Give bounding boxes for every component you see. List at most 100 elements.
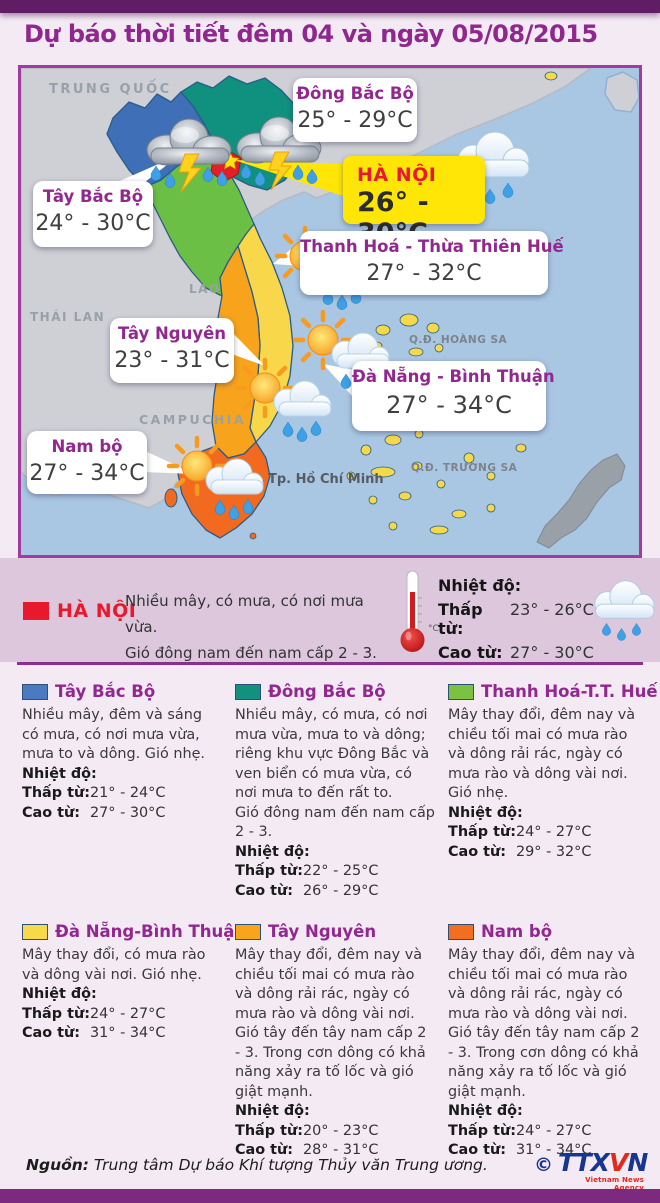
low-label: Thấp từ: [22,785,90,801]
region-description: Gió đông nam đến nam cấp 2 - 3. [235,804,435,841]
high-value: 27° - 30°C [90,804,166,821]
region-card-tay-nguyen: Tây Nguyên Mây thay đổi, đêm nay và chiề… [235,922,435,1161]
low-value: 20° - 23°C [303,1122,379,1139]
top-bar [0,0,660,13]
callout-tay-nguyen: Tây Nguyên 23° - 31°C [110,318,234,383]
callout-title: HÀ NỘI [357,164,437,186]
thermometer-icon [400,570,425,652]
temp-label: Nhiệt độ: [22,986,97,1002]
map-islands-truong-sa [346,429,527,535]
map-islet [544,71,558,81]
high-label: Cao từ: [22,1025,81,1041]
hanoi-desc-line: Gió đông nam đến nam cấp 2 - 3. [125,644,377,662]
low-label: Thấp từ: [235,863,303,879]
callout-dong-bac-bo: Đông Bắc Bộ 25° - 29°C [293,78,417,142]
region-description: Mây thay đổi, đêm nay và chiều tối mai c… [448,707,636,801]
region-card-da-nang-binh-thuan: Đà Nẵng-Bình Thuận Mây thay đổi, có mưa … [22,922,246,1044]
label-china: TRUNG QUỐC [49,82,172,97]
map-island-phu-quoc [164,488,178,508]
high-value: 27° - 30°C [510,643,594,662]
region-card-nam-bo: Nam bộ Mây thay đổi, đêm nay và chiều tố… [448,922,648,1161]
low-label: Thấp từ: [448,1122,516,1139]
region-color-swatch [22,683,48,700]
region-description: Nhiều mây, đêm và sáng có mưa, có nơi mư… [22,707,206,762]
high-value: 29° - 32°C [516,843,592,860]
region-description: Nhiều mây, có mưa, có nơi mưa vừa, mưa t… [235,707,430,801]
callout-da-nang: Đà Nẵng - Bình Thuận 27° - 34°C [352,361,555,431]
hanoi-summary-band: HÀ NỘI Nhiều mây, có mưa, có nơi mưa vừa… [0,558,660,662]
high-label: Cao từ: [448,1142,507,1158]
logo-ttx: TTX [558,1148,610,1177]
region-card-dong-bac-bo: Đông Bắc Bộ Nhiều mây, có mưa, có nơi mư… [235,682,435,901]
callout-title: Đông Bắc Bộ [296,84,414,103]
low-label: Thấp từ: [438,600,483,638]
source-text: Trung tâm Dự báo Khí tượng Thủy văn Trun… [93,1156,488,1174]
low-label: Thấp từ: [235,1122,303,1139]
map-island-palawan [536,453,626,549]
low-value: 23° - 26°C [510,600,594,619]
callout-temp: 25° - 29°C [297,107,413,133]
low-value: 21° - 24°C [90,785,166,801]
page-title: Dự báo thời tiết đêm 04 và ngày 05/08/20… [24,20,598,48]
label-thailand: THÁI LAN [30,310,106,324]
callout-temp: 27° - 32°C [366,260,482,286]
logo-v: V [608,1148,628,1177]
temp-label: Nhiệt độ: [235,1103,310,1119]
label-truong-sa: Q.Đ. TRƯỜNG SA [411,462,518,474]
low-value: 24° - 27°C [516,1122,592,1139]
temp-label: Nhiệt độ: [235,843,310,860]
region-description: Gió tây đến tây nam cấp 2 - 3. Trong cơn… [448,1025,640,1100]
temp-label: Nhiệt độ: [448,1103,523,1119]
high-label: Cao từ: [235,882,294,899]
map-island-con-dao [249,532,257,540]
label-hcmc: Tp. Hồ Chí Minh [268,472,384,487]
logo-subtitle: Vietnam News Agency [585,1176,644,1192]
region-title: Tây Nguyên [268,922,377,941]
callout-temp: 27° - 34°C [386,390,512,419]
source-credit: Nguồn: Trung tâm Dự báo Khí tượng Thủy v… [26,1156,488,1174]
callout-temp: 23° - 31°C [114,347,230,373]
logo-text: TTXVN [558,1148,648,1177]
region-description: Gió tây đến tây nam cấp 2 - 3. Trong cơn… [235,1025,427,1100]
region-title: Tây Bắc Bộ [55,682,156,701]
region-title: Nam bộ [481,922,553,941]
region-card-thanh-hoa-hue: Thanh Hoá-T.T. Huế Mây thay đổi, đêm nay… [448,682,658,862]
callout-title: Nam bộ [51,437,123,456]
hanoi-summary-title: HÀ NỘI [57,600,137,622]
logo-n: N [627,1148,648,1177]
region-color-swatch [235,923,261,940]
source-label: Nguồn: [26,1156,89,1174]
forecast-map: TRUNG QUỐC THÁI LAN LÀO CAMPUCHIA Q.Đ. H… [18,65,642,558]
thermometer-unit: °C [428,624,439,634]
region-color-swatch [22,923,48,940]
low-value: 22° - 25°C [303,863,379,879]
hanoi-desc-line: Nhiều mây, có mưa, có nơi mưa vừa. [125,592,364,636]
low-value: 24° - 27°C [516,824,592,840]
label-laos: LÀO [189,282,221,296]
low-value: 24° - 27°C [90,1005,166,1022]
temp-label: Nhiệt độ: [448,804,523,821]
separator-line [17,662,643,665]
high-label: Cao từ: [448,843,507,860]
hanoi-beam [234,160,343,196]
callout-thanh-hoa: Thanh Hoá - Thừa Thiên Huế 27° - 32°C [300,231,564,295]
high-label: Cao từ: [438,643,503,662]
low-label: Thấp từ: [22,1005,90,1022]
high-value: 26° - 29°C [303,882,379,899]
high-label: Cao từ: [235,1142,294,1158]
bottom-bar [0,1189,660,1203]
high-value: 31° - 34°C [90,1025,166,1041]
region-title: Đà Nẵng-Bình Thuận [55,922,247,941]
temp-label: Nhiệt độ: [438,576,522,595]
region-description: Mây thay đổi, đêm nay và chiều tối mai c… [235,947,423,1022]
region-title: Đông Bắc Bộ [268,682,386,701]
hanoi-color-swatch [23,602,49,620]
high-value: 28° - 31°C [303,1142,379,1158]
copyright-icon: © [534,1154,553,1176]
callout-title: Đà Nẵng - Bình Thuận [352,367,555,386]
callout-hanoi: HÀ NỘI 26° - 30°C [343,156,485,249]
hanoi-summary-description: Nhiều mây, có mưa, có nơi mưa vừa. Gió đ… [125,588,387,666]
hanoi-temps: Nhiệt độ: Thấp từ: 23° - 26°C Cao từ: 27… [438,576,594,662]
region-description: Mây thay đổi, đêm nay và chiều tối mai c… [448,947,636,1022]
region-card-tay-bac-bo: Tây Bắc Bộ Nhiều mây, đêm và sáng có mưa… [22,682,222,823]
